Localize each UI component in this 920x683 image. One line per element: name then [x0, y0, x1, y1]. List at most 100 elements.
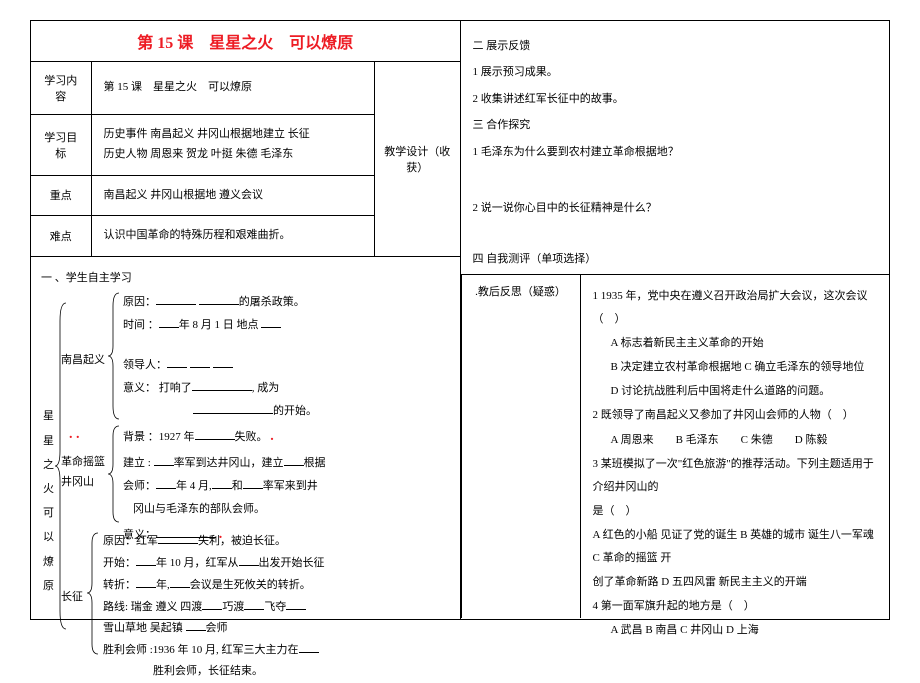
- quiz-area: 1 1935 年，党中央在遵义召开政治局扩大会议，这次会议（ ） A 标志着新民…: [581, 275, 890, 618]
- blank[interactable]: [199, 292, 239, 305]
- yg-bs: 失败。: [235, 431, 268, 443]
- yg-jm: 率军到达井冈山，建立: [174, 457, 284, 469]
- nc-t: 时间 ：: [123, 319, 159, 331]
- cz-ks: 年 10 月，红军从: [156, 557, 239, 569]
- vt1: 星: [43, 429, 54, 453]
- cz-brace: [86, 531, 100, 656]
- vt6: 燎: [43, 550, 54, 574]
- vt3: 火: [43, 477, 54, 501]
- cell-goal: 历史事件 南昌起义 井冈山根据地建立 长征 历史人物 周恩来 贺龙 叶挺 朱德 …: [91, 115, 375, 176]
- cz-lm: 巧渡: [222, 601, 244, 613]
- cz-y: 原因：红军: [103, 535, 158, 547]
- blank[interactable]: [244, 597, 264, 610]
- red-dot-2: .: [270, 429, 274, 444]
- q1: 1 1935 年，党中央在遵义召开政治局扩大会议，这次会议（ ）: [593, 285, 878, 331]
- cz-s: 胜利会师 :1936 年 10 月, 红军三大主力在: [103, 644, 299, 656]
- blank[interactable]: [156, 476, 176, 489]
- document-container: 第 15 课 星星之火 可以燎原 学习内容 第 15 课 星星之火 可以燎原 教…: [30, 20, 890, 620]
- q1a: A 标志着新民主主义革命的开始: [593, 332, 878, 355]
- blank[interactable]: [286, 597, 306, 610]
- goal-events: 历史事件 南昌起义 井冈山根据地建立 长征: [104, 128, 310, 140]
- info-table: 学习内容 第 15 课 星星之火 可以燎原 教学设计（收获） 学习目标 历史事件…: [31, 62, 460, 257]
- yg-h: 会师：: [123, 480, 156, 492]
- blank[interactable]: [167, 355, 187, 368]
- vt0: 星: [43, 404, 54, 428]
- nc-rs: 的屠杀政策。: [239, 296, 305, 308]
- jhfs-label: .教后反思（疑惑）: [461, 275, 581, 618]
- blank[interactable]: [299, 640, 319, 653]
- nc-brace: [107, 291, 121, 421]
- vt7: 原: [43, 574, 54, 598]
- section1-heading: 一 、学生自主学习: [41, 267, 450, 289]
- cz-k: 开始：: [103, 557, 136, 569]
- blank[interactable]: [213, 355, 233, 368]
- blank[interactable]: [156, 292, 196, 305]
- nc-block: 原因： 的屠杀政策。 时间 ：年 8 月 1 日 地点 领导人： 意义： 打响了…: [123, 291, 445, 423]
- right-top: 二 展示反馈 1 展示预习成果。 2 收集讲述红军长征中的故事。 三 合作探究 …: [461, 21, 890, 275]
- blank[interactable]: [136, 553, 156, 566]
- cz-block: 原因：红军失利，被迫长征。 开始：年 10 月，红军从出发开始长征 转折：年,会…: [103, 531, 445, 683]
- yg-js: 根据: [304, 457, 326, 469]
- label-nd: 难点: [31, 216, 91, 257]
- yg-label2: 井冈山: [61, 471, 94, 493]
- blank[interactable]: [284, 453, 304, 466]
- yg-j: 建立 :: [123, 457, 151, 469]
- cz-s2: 胜利会师，长征结束。: [153, 665, 263, 677]
- cz-z: 转折：: [103, 579, 136, 591]
- blank[interactable]: [186, 618, 206, 631]
- vt4: 可: [43, 501, 54, 525]
- blank[interactable]: [243, 476, 263, 489]
- cz-ls: 飞夺: [264, 601, 286, 613]
- blank[interactable]: [195, 427, 235, 440]
- blank[interactable]: [239, 553, 259, 566]
- nc-r: 原因：: [123, 296, 156, 308]
- cz-l2: 雪山草地 吴起镇: [103, 622, 183, 634]
- s3: 三 合作探究: [473, 112, 878, 138]
- cz-zm: 年,: [156, 579, 170, 591]
- content-area: 一 、学生自主学习 星 星 之 火 可 以 燎 原 . . 南昌起义: [31, 257, 460, 664]
- blank[interactable]: [212, 476, 232, 489]
- label-content: 学习内容: [31, 62, 91, 115]
- blank[interactable]: [192, 378, 252, 391]
- tree: 星 星 之 火 可 以 燎 原 . . 南昌起义: [41, 291, 450, 656]
- q3b: 是（ ）: [593, 500, 878, 523]
- lesson-title: 第 15 课 星星之火 可以燎原: [31, 21, 460, 62]
- cz-ys: 失利，被迫长征。: [198, 535, 286, 547]
- right-middle: .教后反思（疑惑） 1 1935 年，党中央在遵义召开政治局扩大会议，这次会议（…: [461, 275, 890, 618]
- label-goal: 学习目标: [31, 115, 91, 176]
- blank[interactable]: [202, 597, 222, 610]
- blank[interactable]: [261, 315, 281, 328]
- q4c: A 武昌 B 南昌 C 井冈山 D 上海: [593, 619, 878, 642]
- label-zd: 重点: [31, 175, 91, 216]
- right-page: 二 展示反馈 1 展示预习成果。 2 收集讲述红军长征中的故事。 三 合作探究 …: [461, 21, 890, 619]
- cz-l2s: 会师: [206, 622, 228, 634]
- left-page: 第 15 课 星星之火 可以燎原 学习内容 第 15 课 星星之火 可以燎原 教…: [31, 21, 461, 619]
- yg-hs: 率军来到井: [263, 480, 318, 492]
- vt2: 之: [43, 453, 54, 477]
- label-jxsj: 教学设计（收获）: [375, 62, 460, 257]
- blank[interactable]: [159, 315, 179, 328]
- cell-nd: 认识中国革命的特殊历程和艰难曲折。: [91, 216, 375, 257]
- q1d: D 讨论抗战胜利后中国将走什么道路的问题。: [593, 380, 878, 403]
- q1b: B 决定建立农村革命根据地 C 确立毛泽东的领导地位: [593, 356, 878, 379]
- s4: 四 自我测评（单项选择）: [473, 246, 878, 272]
- cz-label: 长征: [61, 586, 83, 608]
- blank[interactable]: [158, 531, 198, 544]
- q3l2: 创了革命新路 D 五四风雷 新民主主义的开端: [593, 571, 878, 594]
- blank[interactable]: [154, 453, 174, 466]
- cz-zs: 会议是生死攸关的转折。: [190, 579, 311, 591]
- nc-l: 领导人：: [123, 359, 167, 371]
- q2c: A 周恩来 B 毛泽东 C 朱德 D 陈毅: [593, 429, 878, 452]
- s3-1: 1 毛泽东为什么要到农村建立革命根据地？: [473, 139, 878, 165]
- yg-b: 背景 ：1927 年: [123, 431, 195, 443]
- yg-hm2: 和: [232, 480, 243, 492]
- blank[interactable]: [190, 355, 210, 368]
- vt5: 以: [43, 525, 54, 549]
- red-dot-1: . .: [69, 421, 80, 449]
- blank[interactable]: [193, 401, 273, 414]
- q3: 3 某班模拟了一次"红色旅游"的推荐活动。下列主题适用于介绍井冈山的: [593, 453, 878, 499]
- blank[interactable]: [170, 575, 190, 588]
- blank[interactable]: [136, 575, 156, 588]
- nc-tm: 年 8 月 1 日 地点: [179, 319, 259, 331]
- q4: 4 第一面军旗升起的地方是（ ）: [593, 595, 878, 618]
